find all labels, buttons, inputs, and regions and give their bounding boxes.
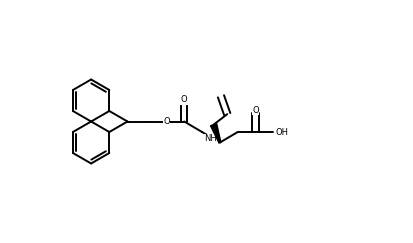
Text: O: O	[163, 117, 169, 126]
Polygon shape	[210, 124, 220, 143]
Text: O: O	[252, 106, 258, 115]
Text: NH: NH	[204, 134, 217, 143]
Text: O: O	[180, 95, 187, 104]
Text: OH: OH	[275, 128, 288, 137]
